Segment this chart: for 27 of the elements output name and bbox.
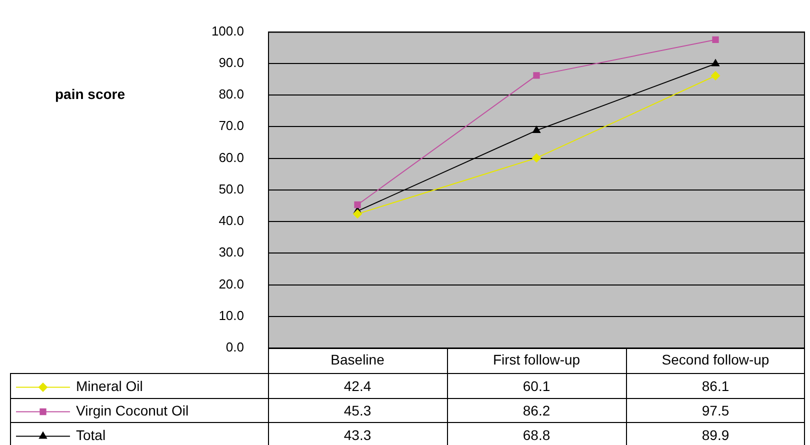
x-tick-label: Baseline (330, 351, 385, 368)
y-tick-label: 100.0 (211, 23, 244, 38)
y-tick-label: 60.0 (218, 150, 244, 165)
y-tick-label: 70.0 (218, 118, 244, 134)
data-label: 68.8 (522, 427, 550, 444)
data-label: 86.2 (522, 402, 550, 419)
legend-label: Virgin Coconut Oil (76, 402, 189, 419)
x-tick-label: First follow-up (492, 351, 580, 368)
data-label: 86.1 (702, 378, 730, 394)
text: pain score (55, 86, 126, 102)
y-tick-label: 80.0 (218, 86, 244, 102)
data-label: 89.9 (702, 427, 730, 444)
data-label: 97.5 (702, 402, 730, 419)
y-tick-label: 50.0 (218, 181, 244, 196)
y-tick-label: 40.0 (218, 213, 244, 228)
legend-label: Mineral Oil (76, 378, 143, 394)
y-tick-label: 20.0 (218, 276, 244, 292)
x-tick-label: Second follow-up (662, 351, 770, 368)
y-tick-label: 0.0 (226, 340, 244, 355)
data-label: 43.3 (344, 427, 372, 444)
y-tick-label: 10.0 (218, 308, 244, 323)
data-label: 42.4 (344, 378, 372, 394)
data-label: 45.3 (344, 402, 372, 419)
data-label: 60.1 (522, 378, 550, 394)
y-tick-label: 90.0 (218, 55, 244, 70)
legend-label: Total (76, 427, 106, 444)
y-tick-label: 30.0 (218, 244, 244, 260)
